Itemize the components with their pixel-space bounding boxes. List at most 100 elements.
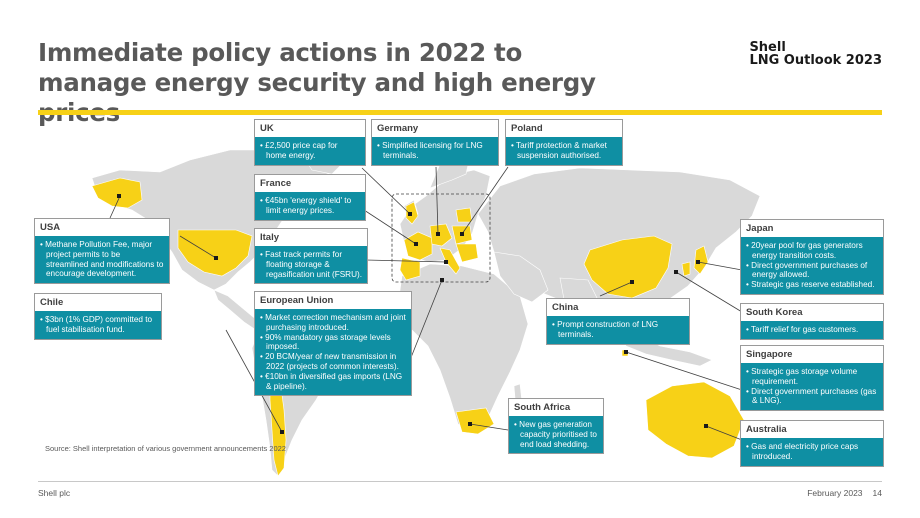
marker-chile (280, 430, 284, 434)
land-middle-east (493, 251, 549, 303)
card-china-item: Prompt construction of LNG terminals. (552, 320, 684, 340)
leader-china (599, 281, 633, 297)
card-eu-item: Market correction mechanism and joint pu… (260, 313, 406, 333)
marker-china (630, 280, 634, 284)
brand-line-2: LNG Outlook 2023 (749, 53, 882, 68)
card-singapore-header: Singapore (746, 349, 793, 360)
highlight-italy (439, 247, 461, 275)
highlight-australia (645, 381, 745, 459)
card-poland-item: Tariff protection & market suspension au… (511, 141, 617, 161)
marker-alaska (117, 194, 121, 198)
brand-line-1: Shell (749, 40, 786, 55)
card-france-header: France (260, 178, 292, 189)
card-eu-item: 20 BCM/year of new transmission in 2022 … (260, 352, 406, 372)
source-note: Source: Shell interpretation of various … (45, 444, 286, 453)
card-japan-item: Strategic gas reserve established. (746, 280, 878, 290)
leader-korea (675, 271, 743, 313)
card-south-africa-header: South Africa (514, 402, 571, 413)
footer-divider (38, 481, 882, 482)
leader-south-africa (469, 423, 509, 431)
card-uk-item: £2,500 price cap for home energy. (260, 141, 360, 161)
card-australia-header: Australia (746, 424, 787, 435)
card-singapore-item: Strategic gas storage volume requirement… (746, 367, 878, 387)
marker-japan (696, 260, 700, 264)
leader-germany (435, 166, 439, 235)
card-usa: USA Methane Pollution Fee, major project… (34, 218, 170, 285)
card-japan: Japan 20year pool for gas generators ene… (740, 219, 884, 295)
card-eu-item: €10bn in diversified gas imports (LNG & … (260, 372, 406, 392)
page-title: Immediate policy actions in 2022 to mana… (38, 38, 596, 127)
card-south-korea-header: South Korea (746, 307, 803, 318)
marker-korea (674, 270, 678, 274)
card-germany: Germany Simplified licensing for LNG ter… (371, 119, 499, 166)
card-australia-item: Gas and electricity price caps introduce… (746, 442, 878, 462)
card-france-item: €45bn 'energy shield' to limit energy pr… (260, 196, 360, 216)
card-usa-header: USA (40, 222, 61, 233)
highlight-south-africa (455, 407, 495, 435)
leader-italy (365, 259, 447, 263)
marker-australia (704, 424, 708, 428)
card-south-africa: South Africa New gas generation capacity… (508, 398, 604, 455)
leader-japan (697, 261, 743, 271)
highlight-baltic (455, 207, 473, 223)
leader-alaska (109, 195, 121, 219)
leader-poland (461, 166, 509, 235)
card-germany-item: Simplified licensing for LNG terminals. (377, 141, 493, 161)
card-eu-item: 90% mandatory gas storage levels imposed… (260, 333, 406, 353)
card-japan-item: Direct government purchases of energy al… (746, 261, 878, 281)
card-germany-header: Germany (377, 123, 419, 134)
highlight-korea (681, 261, 691, 277)
leader-uk (361, 167, 411, 215)
card-poland-header: Poland (511, 123, 543, 134)
page-number: 14 (872, 488, 882, 498)
brand-logo-text: Shell LNG Outlook 2023 (749, 40, 882, 68)
marker-italy (444, 260, 448, 264)
card-china-header: China (552, 302, 579, 313)
marker-eu (440, 278, 444, 282)
card-singapore: Singapore Strategic gas storage volume r… (740, 345, 884, 412)
marker-south-africa (468, 422, 472, 426)
card-singapore-item: Direct government purchases (gas & LNG). (746, 387, 878, 407)
card-chile-header: Chile (40, 297, 64, 308)
land-africa (397, 263, 529, 433)
marker-germany (436, 232, 440, 236)
card-eu: European Union Market correction mechani… (254, 291, 412, 397)
highlight-china (583, 235, 673, 299)
accent-rule (38, 110, 882, 115)
leader-usa (179, 235, 217, 259)
card-uk-header: UK (260, 123, 274, 134)
card-south-korea: South Korea Tariff relief for gas custom… (740, 303, 884, 340)
marker-poland (460, 232, 464, 236)
leader-australia (705, 425, 743, 441)
leader-singapore (625, 351, 743, 391)
card-south-korea-item: Tariff relief for gas customers. (746, 325, 878, 335)
highlight-alaska (91, 177, 143, 209)
card-chile-item: $3bn (1% GDP) committed to fuel stabilis… (40, 315, 156, 335)
leader-france (363, 209, 417, 245)
footer-right: February 2023 14 (807, 488, 882, 498)
card-japan-item: 20year pool for gas generators energy tr… (746, 241, 878, 261)
card-eu-header: European Union (260, 295, 334, 306)
card-italy-header: Italy (260, 232, 280, 243)
card-chile: Chile $3bn (1% GDP) committed to fuel st… (34, 293, 162, 340)
highlight-usa (177, 229, 253, 277)
marker-uk (408, 212, 412, 216)
card-usa-item: Methane Pollution Fee, major project per… (40, 240, 164, 279)
card-south-africa-item: New gas generation capacity prioritised … (514, 420, 598, 449)
marker-singapore (624, 350, 628, 354)
highlight-eastern-eu (455, 243, 479, 263)
card-italy: Italy Fast track permits for floating st… (254, 228, 368, 285)
footer-date: February 2023 (807, 488, 863, 498)
footer-company: Shell plc (38, 488, 71, 498)
marker-usa (214, 256, 218, 260)
card-china: China Prompt construction of LNG termina… (546, 298, 690, 345)
card-japan-header: Japan (746, 223, 774, 234)
card-italy-item: Fast track permits for floating storage … (260, 250, 362, 279)
highlight-japan (693, 245, 709, 275)
leader-eu (409, 279, 443, 361)
card-australia: Australia Gas and electricity price caps… (740, 420, 884, 467)
card-uk: UK £2,500 price cap for home energy. (254, 119, 366, 166)
card-poland: Poland Tariff protection & market suspen… (505, 119, 623, 166)
highlight-germany (429, 223, 453, 247)
marker-france (414, 242, 418, 246)
